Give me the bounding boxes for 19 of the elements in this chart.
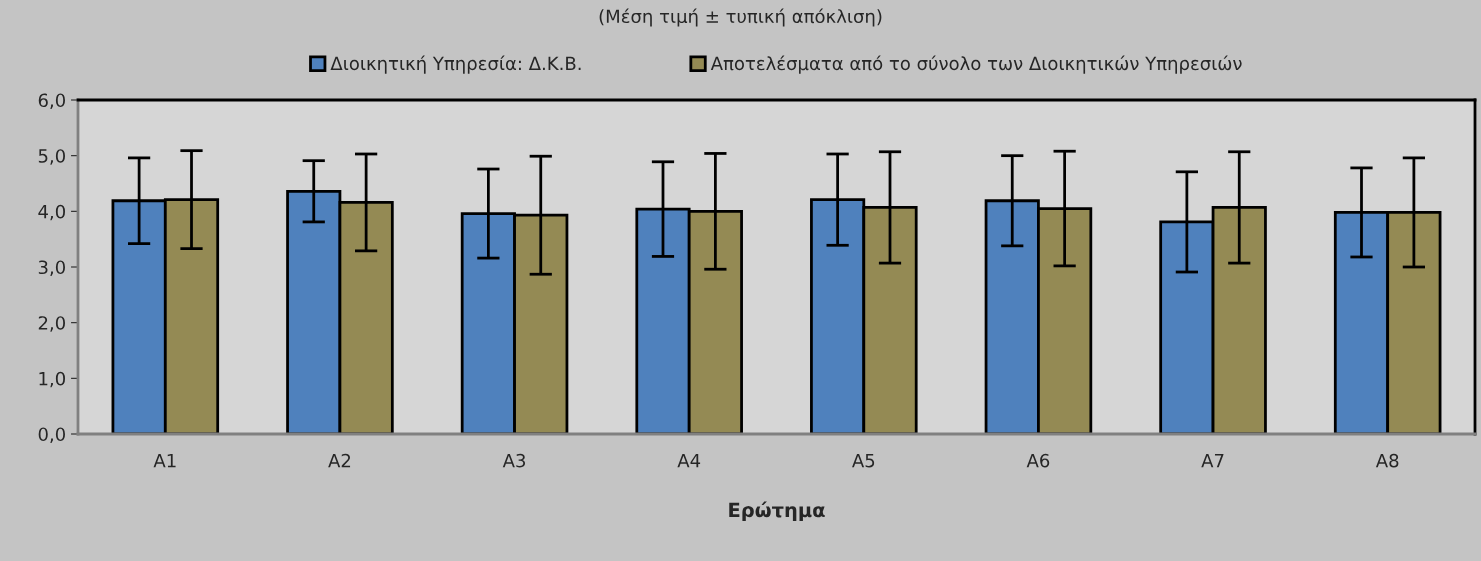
y-tick-label: 6,0: [38, 93, 65, 109]
x-tick-label: A3: [502, 453, 526, 468]
y-tick-label: 4,0: [38, 204, 65, 221]
y-tick-label: 5,0: [38, 149, 65, 165]
x-tick-label: A1: [153, 454, 176, 468]
y-tick-label: 3,0: [38, 260, 65, 276]
x-axis-title: Ερώτημα: [729, 501, 825, 522]
legend-label: Διοικητική Υπηρεσία: Δ.Κ.Β.: [330, 55, 581, 74]
y-tick-label: 1,0: [39, 371, 65, 388]
y-tick-label: 0,0: [38, 427, 65, 443]
x-tick-label: A6: [1026, 453, 1050, 468]
x-tick-label: A7: [1201, 454, 1224, 468]
x-tick-label: A5: [852, 454, 875, 468]
legend-label: Αποτελέσματα από το σύνολο των Διοικητικών Υπηρεσιών: [710, 55, 1242, 74]
y-tick-label: 2,0: [38, 316, 65, 332]
x-tick-label: A8: [1375, 453, 1399, 468]
chart-title: (Μέση τιμή ± τυπική απόκλιση): [599, 8, 882, 27]
x-tick-label: A2: [328, 453, 351, 468]
x-tick-label: A4: [677, 454, 701, 468]
